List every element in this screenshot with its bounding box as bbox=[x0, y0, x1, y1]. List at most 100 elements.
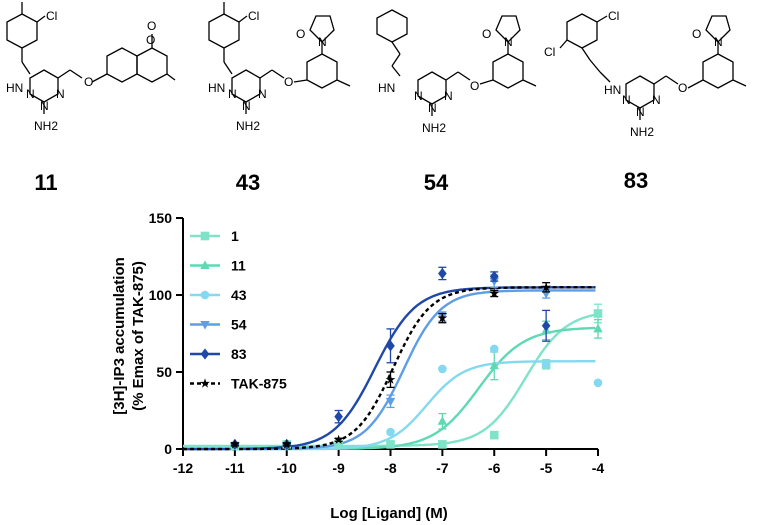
fit-curve-TAK-875 bbox=[183, 286, 596, 451]
legend-marker bbox=[200, 321, 210, 330]
structure-43 bbox=[208, 2, 351, 114]
data-point-1 bbox=[386, 440, 395, 449]
atom-label: HN bbox=[604, 83, 621, 97]
atom-label: Cl bbox=[608, 9, 619, 23]
fit-curve-83 bbox=[183, 286, 596, 451]
y-axis-title-line2: (% Emax of TAK-875) bbox=[130, 261, 147, 411]
data-point-83 bbox=[541, 320, 551, 332]
chart-axes: 0 50 100 150 -12 -11 -10 -9 -8 -7 -6 -5 -4 bbox=[149, 210, 605, 476]
atom-label: N bbox=[504, 35, 513, 49]
y-axis-title-line1: [3H]-IP3 accumulation bbox=[111, 257, 128, 415]
atom-label: Cl bbox=[544, 45, 555, 59]
atom-label: O bbox=[482, 27, 491, 41]
fit-curves bbox=[183, 286, 596, 451]
data-point-TAK-875 bbox=[385, 374, 396, 384]
x-tick-label: -8 bbox=[384, 460, 397, 476]
compound-label-11: 11 bbox=[34, 170, 58, 195]
atom-label: N bbox=[636, 105, 645, 119]
atom-label: O bbox=[678, 81, 687, 95]
legend-label: 54 bbox=[231, 317, 247, 333]
legend-label: 11 bbox=[231, 258, 246, 274]
y-tick-label: 150 bbox=[149, 210, 173, 226]
atom-label: N bbox=[242, 99, 251, 113]
legend-marker bbox=[200, 290, 210, 300]
data-point-43 bbox=[438, 364, 447, 374]
data-point-TAK-875 bbox=[489, 288, 500, 298]
atom-label: Cl bbox=[46, 9, 57, 23]
data-point-1 bbox=[489, 430, 499, 440]
atom-label: O bbox=[84, 75, 93, 89]
y-tick-label: 50 bbox=[156, 364, 172, 380]
data-point-11 bbox=[593, 323, 603, 333]
legend-marker bbox=[200, 378, 210, 388]
atom-label: HN bbox=[6, 81, 23, 95]
atom-label: N bbox=[444, 89, 453, 103]
y-tick-label: 0 bbox=[164, 441, 172, 457]
atom-label: N bbox=[56, 87, 65, 101]
x-tick-label: -11 bbox=[225, 460, 245, 476]
structures-panel: Cl HN N N N NH2 O O O Cl HN N N N NH2 O … bbox=[6, 2, 747, 139]
atom-label: N bbox=[228, 87, 237, 101]
legend-label: 83 bbox=[231, 346, 247, 362]
data-point-83 bbox=[438, 267, 447, 280]
x-tick-label: -4 bbox=[592, 460, 605, 476]
atom-label: HN bbox=[378, 81, 395, 95]
legend-label: TAK-875 bbox=[231, 376, 287, 392]
data-point-11 bbox=[489, 360, 499, 370]
fit-curve-54 bbox=[183, 289, 596, 451]
atom-label: N bbox=[318, 35, 327, 49]
data-point-11 bbox=[437, 416, 448, 425]
data-point-43 bbox=[489, 344, 499, 354]
legend-marker bbox=[200, 348, 210, 360]
data-point-1 bbox=[593, 309, 603, 318]
data-point-43 bbox=[386, 427, 395, 437]
atom-label: O bbox=[147, 19, 156, 33]
atom-label: N bbox=[714, 35, 723, 49]
data-point-1 bbox=[438, 440, 447, 449]
atom-label: N bbox=[414, 89, 423, 103]
data-point-TAK-875 bbox=[541, 282, 551, 292]
atom-label: O bbox=[470, 79, 479, 93]
structure-83 bbox=[559, 13, 747, 120]
x-tick-label: -6 bbox=[488, 460, 501, 476]
legend-label: 1 bbox=[231, 228, 239, 244]
legend-label: 43 bbox=[231, 287, 247, 303]
x-tick-label: -10 bbox=[277, 460, 297, 476]
data-point-54 bbox=[385, 397, 396, 407]
x-tick-label: -5 bbox=[540, 460, 553, 476]
data-points bbox=[230, 266, 603, 451]
atom-label: NH2 bbox=[34, 119, 58, 133]
y-tick-label: 100 bbox=[149, 287, 173, 303]
structure-11 bbox=[6, 2, 176, 114]
data-point-TAK-875 bbox=[230, 439, 240, 449]
data-point-43 bbox=[541, 360, 551, 369]
x-axis-title: Log [Ligand] (M) bbox=[330, 505, 447, 522]
atom-label: NH2 bbox=[236, 119, 260, 133]
atom-label: N bbox=[428, 101, 437, 115]
atom-label: N bbox=[258, 87, 267, 101]
atom-label: O bbox=[146, 33, 155, 47]
compound-label-54: 54 bbox=[423, 170, 449, 195]
compound-label-83: 83 bbox=[623, 168, 649, 193]
atom-label: N bbox=[26, 87, 35, 101]
data-point-83 bbox=[334, 411, 343, 423]
x-tick-label: -12 bbox=[173, 460, 193, 476]
legend-marker bbox=[200, 260, 210, 269]
data-point-83 bbox=[489, 270, 499, 283]
data-point-TAK-875 bbox=[281, 439, 292, 449]
atom-label: N bbox=[622, 93, 631, 107]
atom-label: O bbox=[284, 75, 293, 89]
atom-label: N bbox=[40, 99, 49, 113]
legend-marker bbox=[200, 231, 210, 241]
atom-label: NH2 bbox=[422, 121, 446, 135]
atom-label: NH2 bbox=[630, 125, 654, 139]
atom-label: O bbox=[692, 27, 701, 41]
data-point-43 bbox=[593, 378, 603, 388]
compound-label-43: 43 bbox=[235, 170, 261, 195]
structure-54 bbox=[376, 9, 537, 116]
atom-label: O bbox=[296, 27, 305, 41]
data-point-TAK-875 bbox=[437, 312, 448, 323]
atom-label: Cl bbox=[248, 9, 259, 23]
